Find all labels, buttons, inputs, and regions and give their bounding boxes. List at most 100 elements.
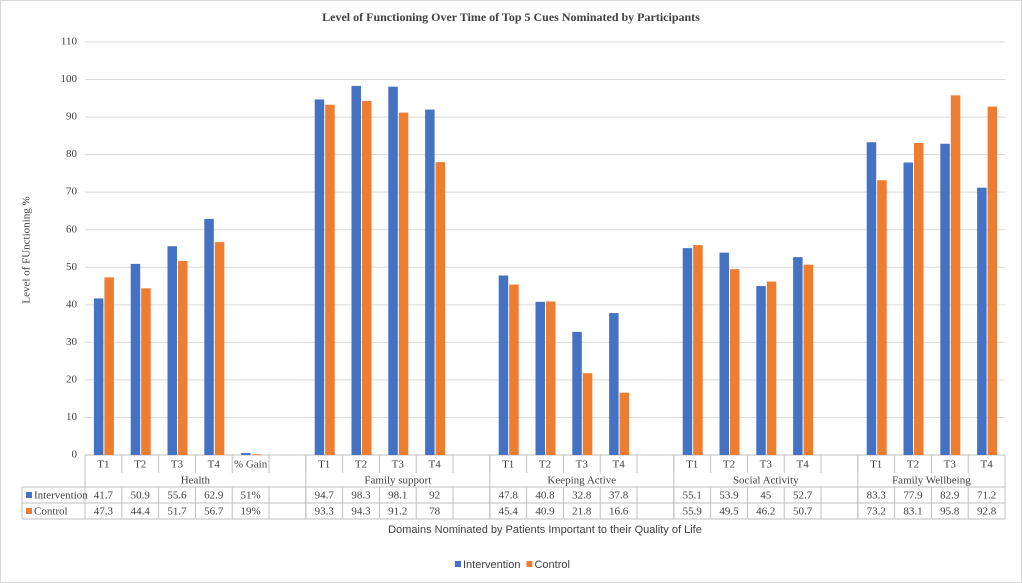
bar <box>214 242 225 455</box>
table-value: 55.9 <box>683 506 703 518</box>
bar <box>719 252 729 455</box>
x-tick-label: T2 <box>134 459 146 471</box>
x-tick-label: T3 <box>760 459 773 471</box>
y-tick-label: 20 <box>66 373 78 385</box>
bar <box>803 264 814 455</box>
bar <box>398 112 409 456</box>
bar <box>509 284 519 455</box>
table-value: 55.1 <box>683 490 702 502</box>
table-value: 62.9 <box>204 490 224 502</box>
group-label: Social Activity <box>733 475 799 487</box>
y-tick-label: 10 <box>66 411 78 423</box>
bar <box>877 180 887 455</box>
table-value: 40.9 <box>535 506 555 518</box>
x-tick-label: % Gain <box>234 459 268 471</box>
legend-label: Intervention <box>463 559 520 571</box>
bar <box>241 453 251 455</box>
bar <box>167 246 177 455</box>
x-tick-label: T1 <box>318 459 330 471</box>
table-legend-key <box>26 492 32 498</box>
table-value: 37.8 <box>609 490 629 502</box>
table-value: 71.2 <box>977 490 996 502</box>
y-axis-title: Level of FUnctioning % <box>21 196 33 303</box>
table-value: 82.9 <box>940 490 960 502</box>
table-value: 16.6 <box>609 506 629 518</box>
table-value: 19% <box>241 506 261 518</box>
bar <box>730 269 740 455</box>
bar <box>619 392 630 455</box>
y-tick-label: 100 <box>61 73 78 85</box>
x-axis-title: Domains Nominated by Patients Important … <box>388 524 702 536</box>
y-tick-label: 90 <box>66 111 78 123</box>
x-tick-label: T2 <box>723 459 735 471</box>
table-value: 45.4 <box>499 506 519 518</box>
bar <box>766 281 777 455</box>
bar <box>987 106 998 455</box>
table-value: 49.5 <box>719 506 739 518</box>
bar <box>682 248 693 455</box>
bar <box>914 142 924 456</box>
x-tick-label: T4 <box>796 459 809 471</box>
table-value: 53.9 <box>719 490 739 502</box>
x-tick-label: T2 <box>355 459 367 471</box>
bar <box>104 277 114 455</box>
table-value: 83.3 <box>867 490 887 502</box>
y-tick-label: 80 <box>66 148 78 160</box>
bar <box>572 331 582 455</box>
x-tick-label: T2 <box>539 459 551 471</box>
bar <box>546 301 556 455</box>
bar <box>388 86 398 456</box>
group-label: Family Wellbeing <box>892 475 971 487</box>
table-value: 98.1 <box>388 490 407 502</box>
bar <box>130 263 141 455</box>
bar <box>903 162 913 455</box>
table-value: 78 <box>429 506 441 518</box>
table-value: 92.8 <box>977 506 997 518</box>
table-value: 73.2 <box>867 506 886 518</box>
bar <box>950 95 961 455</box>
x-tick-label: T2 <box>907 459 919 471</box>
table-value: 95.8 <box>940 506 960 518</box>
table-value: 98.3 <box>351 490 371 502</box>
x-tick-label: T4 <box>208 459 221 471</box>
table-value: 21.8 <box>572 506 592 518</box>
table-value: 52.7 <box>793 490 813 502</box>
bar <box>977 187 987 455</box>
group-label: Keeping Active <box>547 475 616 487</box>
table-value: 41.7 <box>94 490 114 502</box>
x-tick-label: T4 <box>612 459 625 471</box>
bar <box>141 288 151 455</box>
table-legend-key <box>26 508 32 514</box>
x-tick-label: T1 <box>97 459 109 471</box>
y-tick-label: 50 <box>66 261 78 273</box>
table-value: 47.3 <box>94 506 114 518</box>
table-value: 94.3 <box>351 506 371 518</box>
table-value: 50.7 <box>793 506 813 518</box>
x-tick-label: T3 <box>944 459 957 471</box>
x-tick-label: T3 <box>576 459 589 471</box>
bar <box>793 257 803 455</box>
bar <box>425 109 435 455</box>
x-tick-label: T3 <box>392 459 405 471</box>
bar <box>866 142 877 455</box>
x-tick-label: T4 <box>428 459 441 471</box>
bar <box>314 99 325 455</box>
table-value: 40.8 <box>535 490 555 502</box>
x-tick-label: T1 <box>686 459 698 471</box>
x-tick-label: T4 <box>980 459 993 471</box>
table-value: 83.1 <box>903 506 922 518</box>
bar <box>93 298 104 455</box>
bar <box>582 373 593 455</box>
bar <box>940 143 950 456</box>
table-value: 93.3 <box>315 506 335 518</box>
table-value: 55.6 <box>167 490 187 502</box>
y-tick-label: 0 <box>72 449 78 461</box>
legend-label: Control <box>534 559 569 571</box>
table-value: 50.9 <box>131 490 151 502</box>
y-tick-label: 60 <box>66 223 78 235</box>
bar <box>204 218 214 455</box>
table-value: 91.2 <box>388 506 407 518</box>
table-value: 51% <box>241 490 261 502</box>
group-label: Health <box>181 475 211 487</box>
